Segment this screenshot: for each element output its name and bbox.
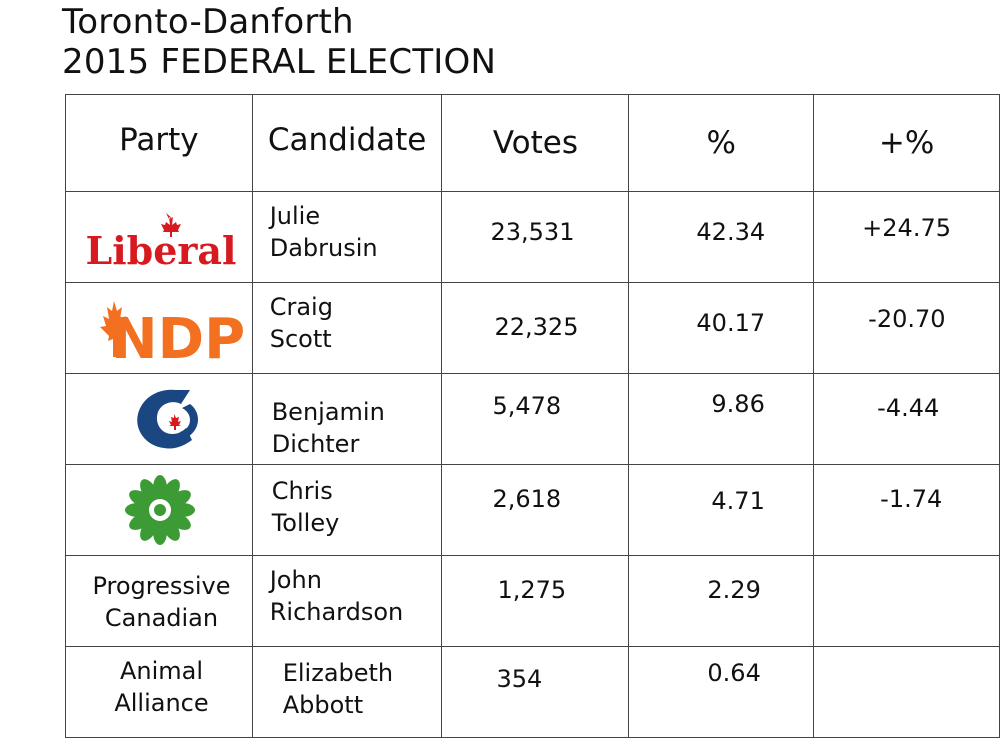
column-header-candidate: Candidate: [251, 94, 443, 192]
candidate-first-name: John: [269, 566, 322, 594]
column-header-percent: %: [628, 94, 815, 192]
change-value: -1.74: [880, 485, 943, 513]
votes-value: 354: [496, 665, 543, 693]
percent-value: 40.17: [696, 309, 766, 337]
votes-value: 5,478: [492, 392, 562, 420]
percent-value: 9.86: [711, 390, 765, 418]
ndp-logo: NDP: [100, 301, 245, 372]
percent-cell: 9.86: [628, 373, 815, 465]
change-cell: [813, 555, 1000, 647]
change-cell: [813, 646, 1000, 738]
party-cell: NDP: [65, 282, 253, 374]
candidate-last-name: Dichter: [271, 430, 360, 458]
votes-cell: 2,618: [441, 464, 630, 556]
percent-cell: 4.71: [628, 464, 815, 556]
green-logo: [125, 475, 195, 545]
header-row: Party Candidate Votes % +%: [65, 94, 1000, 192]
candidate-cell: Julie Dabrusin: [251, 191, 443, 283]
candidate-last-name: Abbott: [282, 691, 364, 719]
percent-cell: 0.64: [628, 646, 815, 738]
percent-value: 2.29: [707, 576, 761, 604]
candidate-first-name: Chris: [271, 477, 333, 505]
candidate-first-name: Craig: [269, 293, 333, 321]
table-row: NDP Craig Scott 22,325 40.17 -20.70: [65, 282, 1000, 374]
title-election: 2015 FEDERAL ELECTION: [62, 42, 497, 82]
column-header-votes: Votes: [441, 94, 630, 192]
candidate-cell: Chris Tolley: [251, 464, 443, 556]
candidate-last-name: Richardson: [269, 598, 404, 626]
liberal-logo: Liberal: [86, 213, 237, 273]
percent-cell: 42.34: [628, 191, 815, 283]
party-name-line2: Alliance: [114, 689, 209, 717]
change-cell: -1.74: [813, 464, 1000, 556]
percent-value: 42.34: [696, 218, 766, 246]
change-cell: -20.70: [813, 282, 1000, 374]
party-name-line1: Animal: [119, 657, 204, 685]
percent-cell: 40.17: [628, 282, 815, 374]
party-name-line1: Progressive: [92, 572, 231, 600]
votes-cell: 22,325: [441, 282, 630, 374]
party-cell: Animal Alliance: [65, 646, 253, 738]
candidate-cell: Elizabeth Abbott: [251, 646, 443, 738]
party-cell: Progressive Canadian: [65, 555, 253, 647]
table-row: Benjamin Dichter 5,478 9.86 -4.44: [65, 373, 1000, 465]
votes-cell: 5,478: [441, 373, 630, 465]
change-cell: -4.44: [813, 373, 1000, 465]
party-cell: Liberal: [65, 191, 253, 283]
votes-value: 23,531: [490, 218, 575, 246]
change-cell: +24.75: [813, 191, 1000, 283]
votes-cell: 1,275: [441, 555, 630, 647]
results-table: Party Candidate Votes % +% Liberal Julie…: [65, 94, 1000, 738]
svg-text:NDP: NDP: [111, 307, 245, 372]
percent-value: 0.64: [707, 659, 761, 687]
votes-cell: 23,531: [441, 191, 630, 283]
candidate-first-name: Benjamin: [271, 398, 385, 426]
table-row: Animal Alliance Elizabeth Abbott 354 0.6…: [65, 646, 1000, 738]
change-value: -4.44: [877, 394, 940, 422]
column-header-party: Party: [65, 94, 253, 192]
percent-cell: 2.29: [628, 555, 815, 647]
page-title: Toronto-Danforth 2015 FEDERAL ELECTION: [62, 2, 496, 82]
table-row: Chris Tolley 2,618 4.71 -1.74: [65, 464, 1000, 556]
votes-value: 1,275: [497, 576, 567, 604]
title-riding: Toronto-Danforth: [62, 2, 354, 42]
candidate-last-name: Tolley: [271, 509, 340, 537]
change-value: -20.70: [868, 305, 946, 333]
change-value: +24.75: [862, 214, 951, 242]
column-header-change: +%: [813, 94, 1000, 192]
candidate-first-name: Elizabeth: [282, 659, 394, 687]
conservative-logo: [137, 389, 198, 449]
party-name-line2: Canadian: [104, 604, 219, 632]
table-row: Liberal Julie Dabrusin 23,531 42.34 +24.…: [65, 191, 1000, 283]
party-cell: [65, 373, 253, 465]
candidate-last-name: Scott: [269, 325, 332, 353]
svg-text:Liberal: Liberal: [86, 228, 237, 273]
candidate-first-name: Julie: [269, 202, 321, 230]
candidate-cell: Craig Scott: [251, 282, 443, 374]
votes-cell: 354: [441, 646, 630, 738]
percent-value: 4.71: [711, 487, 765, 515]
table-row: Progressive Canadian John Richardson 1,2…: [65, 555, 1000, 647]
party-cell: [65, 464, 253, 556]
candidate-last-name: Dabrusin: [269, 234, 378, 262]
candidate-cell: John Richardson: [251, 555, 443, 647]
votes-value: 2,618: [492, 485, 562, 513]
votes-value: 22,325: [494, 313, 579, 341]
candidate-cell: Benjamin Dichter: [251, 373, 443, 465]
